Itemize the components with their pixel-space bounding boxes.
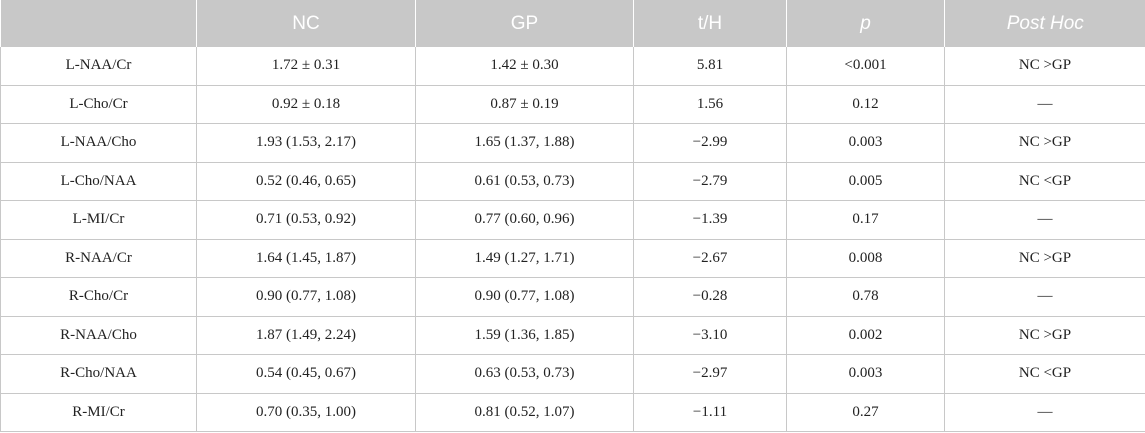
cell-nc: 0.70 (0.35, 1.00) bbox=[196, 392, 416, 432]
cell-metric: L-Cho/Cr bbox=[0, 84, 197, 124]
cell-gp: 0.90 (0.77, 1.08) bbox=[415, 277, 634, 317]
cell-p: 0.008 bbox=[786, 238, 945, 278]
table-row: L-NAA/Cr 1.72 ± 0.31 1.42 ± 0.30 5.81 <0.001… bbox=[0, 47, 1145, 86]
table-row: L-Cho/Cr 0.92 ± 0.18 0.87 ± 0.19 1.56 0.12— bbox=[0, 84, 1145, 124]
table-row: R-NAA/Cr 1.64 (1.45, 1.87) 1.49 (1.27, 1.7… bbox=[0, 238, 1145, 278]
cell-p: 0.005 bbox=[786, 161, 945, 201]
cell-t-h: −2.67 bbox=[633, 238, 787, 278]
cell-metric: R-MI/Cr bbox=[0, 392, 197, 432]
cell-gp: 0.81 (0.52, 1.07) bbox=[415, 392, 634, 432]
cell-metric: L-MI/Cr bbox=[0, 200, 197, 240]
cell-post-hoc: NC <GP bbox=[944, 161, 1145, 201]
cell-t-h: −0.28 bbox=[633, 277, 787, 317]
cell-gp: 0.87 ± 0.19 bbox=[415, 84, 634, 124]
cell-nc: 1.87 (1.49, 2.24) bbox=[196, 315, 416, 355]
cell-t-h: −1.11 bbox=[633, 392, 787, 432]
cell-p: 0.003 bbox=[786, 354, 945, 394]
cell-post-hoc: NC >GP bbox=[944, 123, 1145, 163]
cell-post-hoc: — bbox=[944, 84, 1145, 124]
cell-gp: 0.77 (0.60, 0.96) bbox=[415, 200, 634, 240]
cell-post-hoc: NC >GP bbox=[944, 315, 1145, 355]
cell-p: 0.78 bbox=[786, 277, 945, 317]
table-header: NC GP t/H p Post Hoc bbox=[0, 0, 1145, 47]
header-row: NC GP t/H p Post Hoc bbox=[0, 0, 1145, 47]
header-cell-p: p bbox=[786, 0, 945, 47]
cell-post-hoc: — bbox=[944, 392, 1145, 432]
header-cell-metric bbox=[0, 0, 197, 47]
cell-nc: 0.90 (0.77, 1.08) bbox=[196, 277, 416, 317]
cell-gp: 1.49 (1.27, 1.71) bbox=[415, 238, 634, 278]
cell-post-hoc: NC >GP bbox=[944, 47, 1145, 86]
table-row: R-MI/Cr 0.70 (0.35, 1.00) 0.81 (0.52, 1.07… bbox=[0, 392, 1145, 432]
cell-post-hoc: — bbox=[944, 277, 1145, 317]
cell-metric: R-Cho/Cr bbox=[0, 277, 197, 317]
cell-nc: 1.64 (1.45, 1.87) bbox=[196, 238, 416, 278]
table-row: L-NAA/Cho 1.93 (1.53, 2.17) 1.65 (1.37, 1.… bbox=[0, 123, 1145, 163]
header-cell-t-h: t/H bbox=[633, 0, 787, 47]
cell-t-h: −2.99 bbox=[633, 123, 787, 163]
cell-metric: L-NAA/Cho bbox=[0, 123, 197, 163]
cell-p: 0.12 bbox=[786, 84, 945, 124]
cell-p: <0.001 bbox=[786, 47, 945, 86]
cell-nc: 0.71 (0.53, 0.92) bbox=[196, 200, 416, 240]
cell-nc: 0.52 (0.46, 0.65) bbox=[196, 161, 416, 201]
table-row: L-MI/Cr 0.71 (0.53, 0.92) 0.77 (0.60, 0.96… bbox=[0, 200, 1145, 240]
cell-metric: L-Cho/NAA bbox=[0, 161, 197, 201]
cell-metric: L-NAA/Cr bbox=[0, 47, 197, 86]
header-cell-post-hoc: Post Hoc bbox=[944, 0, 1145, 47]
table-body: L-NAA/Cr 1.72 ± 0.31 1.42 ± 0.30 5.81 <0.001… bbox=[0, 47, 1145, 432]
cell-gp: 1.59 (1.36, 1.85) bbox=[415, 315, 634, 355]
cell-gp: 1.42 ± 0.30 bbox=[415, 47, 634, 86]
cell-metric: R-NAA/Cr bbox=[0, 238, 197, 278]
cell-gp: 0.63 (0.53, 0.73) bbox=[415, 354, 634, 394]
cell-nc: 0.54 (0.45, 0.67) bbox=[196, 354, 416, 394]
cell-post-hoc: NC >GP bbox=[944, 238, 1145, 278]
cell-metric: R-Cho/NAA bbox=[0, 354, 197, 394]
cell-t-h: −2.97 bbox=[633, 354, 787, 394]
header-cell-nc: NC bbox=[196, 0, 416, 47]
cell-metric: R-NAA/Cho bbox=[0, 315, 197, 355]
table-row: L-Cho/NAA 0.52 (0.46, 0.65) 0.61 (0.53, 0.… bbox=[0, 161, 1145, 201]
table-row: R-Cho/Cr 0.90 (0.77, 1.08) 0.90 (0.77, 1.0… bbox=[0, 277, 1145, 317]
cell-gp: 1.65 (1.37, 1.88) bbox=[415, 123, 634, 163]
cell-post-hoc: NC <GP bbox=[944, 354, 1145, 394]
cell-t-h: 5.81 bbox=[633, 47, 787, 86]
cell-t-h: −3.10 bbox=[633, 315, 787, 355]
cell-p: 0.003 bbox=[786, 123, 945, 163]
header-cell-gp: GP bbox=[415, 0, 634, 47]
cell-t-h: 1.56 bbox=[633, 84, 787, 124]
cell-post-hoc: — bbox=[944, 200, 1145, 240]
cell-t-h: −1.39 bbox=[633, 200, 787, 240]
table-row: R-Cho/NAA 0.54 (0.45, 0.67) 0.63 (0.53, 0.… bbox=[0, 354, 1145, 394]
cell-p: 0.17 bbox=[786, 200, 945, 240]
table-row: R-NAA/Cho 1.87 (1.49, 2.24) 1.59 (1.36, 1.… bbox=[0, 315, 1145, 355]
cell-p: 0.27 bbox=[786, 392, 945, 432]
cell-t-h: −2.79 bbox=[633, 161, 787, 201]
cell-gp: 0.61 (0.53, 0.73) bbox=[415, 161, 634, 201]
cell-nc: 0.92 ± 0.18 bbox=[196, 84, 416, 124]
cell-nc: 1.93 (1.53, 2.17) bbox=[196, 123, 416, 163]
cell-nc: 1.72 ± 0.31 bbox=[196, 47, 416, 86]
cell-p: 0.002 bbox=[786, 315, 945, 355]
